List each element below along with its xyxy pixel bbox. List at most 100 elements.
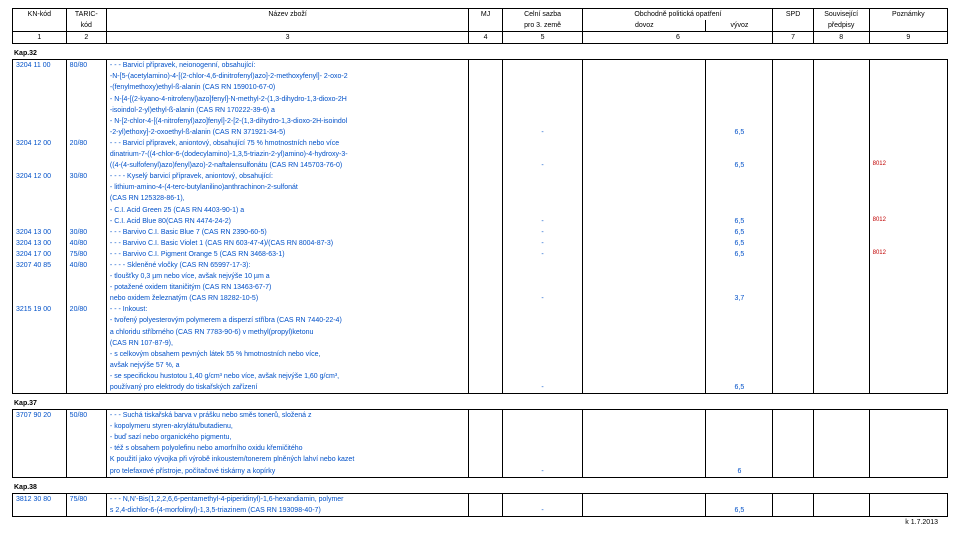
table-row: - N-[2-chlor-4-[(4-nitrofenyl)azo]fenyl]… — [13, 116, 948, 127]
table-cell — [469, 238, 503, 249]
table-cell — [502, 349, 583, 360]
table-cell — [813, 193, 869, 204]
table-cell — [469, 149, 503, 160]
table-cell — [13, 71, 67, 82]
table-cell — [13, 160, 67, 171]
table-cell — [583, 454, 706, 465]
table-cell — [583, 493, 706, 505]
table-cell — [869, 149, 947, 160]
table-cell — [13, 149, 67, 160]
table-cell: 3,7 — [706, 293, 773, 304]
table-cell — [773, 116, 813, 127]
table-cell: - kopolymeru styren-akrylátu/butadienu, — [106, 421, 468, 432]
chapter-title: Kap.32 — [14, 50, 948, 57]
table-cell: 6 — [706, 466, 773, 478]
table-cell — [469, 260, 503, 271]
table-cell — [813, 71, 869, 82]
table-cell — [869, 371, 947, 382]
table-cell — [706, 71, 773, 82]
table-cell: a chloridu stříbrného (CAS RN 7783-90-6)… — [106, 327, 468, 338]
table-cell: - - - Barvicí přípravek, aniontový, obsa… — [106, 138, 468, 149]
table-cell — [869, 205, 947, 216]
table-cell — [773, 432, 813, 443]
table-cell — [583, 349, 706, 360]
table-cell — [583, 260, 706, 271]
table-cell — [869, 493, 947, 505]
table-cell: 3812 30 80 — [13, 493, 67, 505]
table-row: 3204 11 0080/80- - - Barvicí přípravek, … — [13, 60, 948, 72]
table-cell: - - - N,N'-Bis(1,2,2,6,6-pentamethyl-4-p… — [106, 493, 468, 505]
colnum-3: 3 — [106, 32, 468, 44]
table-cell — [66, 338, 106, 349]
table-cell: 30/80 — [66, 171, 106, 182]
table-cell — [583, 105, 706, 116]
table-cell — [773, 505, 813, 517]
table-row: - s celkovým obsahem pevných látek 55 % … — [13, 349, 948, 360]
table-cell — [13, 282, 67, 293]
table-cell — [502, 338, 583, 349]
table-cell — [706, 138, 773, 149]
table-cell — [706, 338, 773, 349]
table-cell — [773, 238, 813, 249]
table-cell — [869, 304, 947, 315]
table-cell — [706, 182, 773, 193]
table-cell: - — [502, 216, 583, 227]
table-row: 3812 30 8075/80- - - N,N'-Bis(1,2,2,6,6-… — [13, 493, 948, 505]
table-cell — [706, 116, 773, 127]
table-cell — [869, 171, 947, 182]
table-cell — [813, 227, 869, 238]
table-cell — [706, 304, 773, 315]
table-cell — [583, 249, 706, 260]
table-cell — [869, 227, 947, 238]
table-cell — [66, 149, 106, 160]
table-cell — [583, 71, 706, 82]
table-cell — [869, 193, 947, 204]
col-pozn: Poznámky — [869, 9, 947, 32]
table-cell — [66, 216, 106, 227]
table-cell — [813, 293, 869, 304]
table-cell — [706, 105, 773, 116]
table-cell — [583, 338, 706, 349]
table-cell — [502, 304, 583, 315]
table-cell — [813, 171, 869, 182]
colnum-7: 7 — [773, 32, 813, 44]
table-cell — [813, 421, 869, 432]
table-cell — [469, 60, 503, 72]
table-cell: - — [502, 238, 583, 249]
table-cell: - — [502, 227, 583, 238]
table-cell — [773, 171, 813, 182]
table-cell — [773, 60, 813, 72]
table-cell — [869, 182, 947, 193]
table-cell — [813, 60, 869, 72]
table-cell — [773, 421, 813, 432]
table-row: nebo oxidem železnatým (CAS RN 18282-10-… — [13, 293, 948, 304]
colnum-1: 1 — [13, 32, 67, 44]
table-cell — [869, 327, 947, 338]
table-cell — [869, 138, 947, 149]
table-row: 3204 13 0040/80- - - Barvivo C.I. Basic … — [13, 238, 948, 249]
table-cell — [469, 171, 503, 182]
table-cell — [469, 349, 503, 360]
table-cell — [502, 205, 583, 216]
data-table: 3204 11 0080/80- - - Barvicí přípravek, … — [12, 59, 948, 394]
table-cell — [66, 443, 106, 454]
footer-date: k 1.7.2013 — [12, 519, 948, 526]
table-cell — [869, 105, 947, 116]
table-cell — [66, 160, 106, 171]
table-cell — [583, 293, 706, 304]
col-spd: SPD — [773, 9, 813, 32]
table-cell — [706, 149, 773, 160]
table-cell — [66, 421, 106, 432]
table-cell — [13, 432, 67, 443]
table-cell — [13, 338, 67, 349]
table-row: - se specifickou hustotou 1,40 g/cm³ neb… — [13, 371, 948, 382]
table-cell — [706, 371, 773, 382]
table-cell — [773, 94, 813, 105]
table-cell — [813, 149, 869, 160]
sub-taric: kód — [66, 20, 106, 32]
table-cell — [13, 505, 67, 517]
table-cell — [502, 443, 583, 454]
table-cell: 75/80 — [66, 249, 106, 260]
table-cell — [502, 182, 583, 193]
table-cell — [773, 410, 813, 422]
